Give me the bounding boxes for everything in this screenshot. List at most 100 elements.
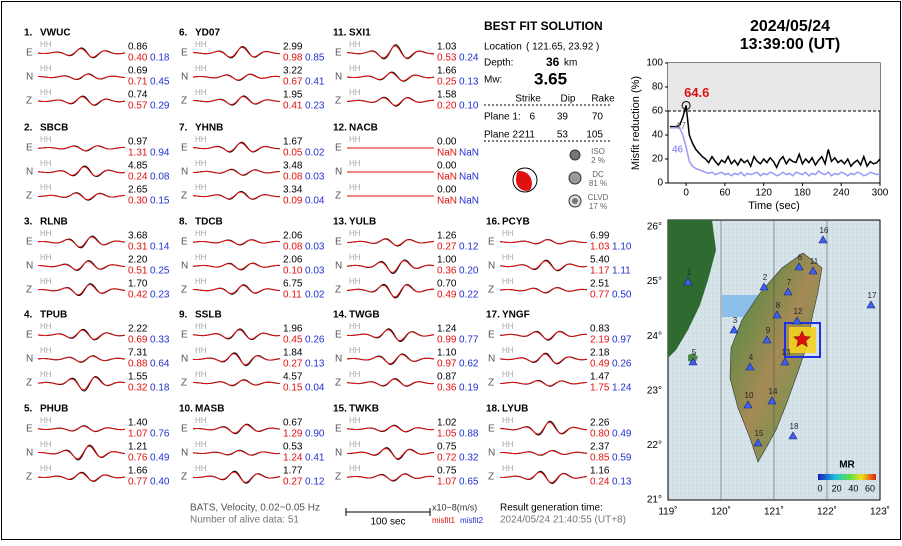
date: 2024/05/24 bbox=[750, 18, 830, 35]
component: E bbox=[26, 424, 33, 435]
instrument: HH bbox=[40, 159, 52, 168]
station-label: 4 bbox=[749, 353, 754, 362]
component: E bbox=[26, 330, 33, 341]
misfit1: 1.17 bbox=[590, 266, 610, 277]
misfit2: 0.04 bbox=[305, 196, 325, 207]
station-label: 1 bbox=[687, 268, 692, 277]
component: Z bbox=[181, 191, 187, 202]
synthetic-trace bbox=[347, 447, 435, 460]
synthetic-trace bbox=[499, 331, 588, 341]
station-index: 16. bbox=[486, 217, 500, 228]
instrument: HH bbox=[195, 253, 207, 262]
misfit1: 0.98 bbox=[283, 53, 303, 64]
synthetic-trace bbox=[37, 472, 126, 482]
amplitude: 2.20 bbox=[128, 255, 148, 266]
component: N bbox=[335, 261, 342, 272]
misfit1: 0.20 bbox=[437, 101, 457, 112]
misfit1: 0.15 bbox=[283, 383, 303, 394]
instrument: HH bbox=[195, 229, 207, 238]
misfit2: 0.08 bbox=[150, 172, 170, 183]
misfit1: 0.72 bbox=[437, 453, 457, 464]
depth: 36 bbox=[546, 55, 560, 69]
location: ( 121.65, 23.92 ) bbox=[526, 42, 599, 53]
instrument: HH bbox=[349, 88, 361, 97]
component: E bbox=[335, 143, 342, 154]
amplitude: 1.96 bbox=[283, 324, 303, 335]
station-marker bbox=[762, 335, 772, 344]
table-header: Dip bbox=[560, 94, 575, 105]
mt-percent: 17 % bbox=[589, 202, 607, 211]
mt-component: DC bbox=[592, 170, 604, 179]
instrument: HH bbox=[195, 40, 207, 49]
instrument: HH bbox=[195, 183, 207, 192]
misfit2: NaN bbox=[459, 196, 479, 207]
misfit2: 0.03 bbox=[305, 172, 325, 183]
amplitude: 1.55 bbox=[128, 372, 148, 383]
amplitude: 5.40 bbox=[590, 255, 610, 266]
station-label: 5 bbox=[692, 348, 697, 357]
plane-label: Plane 1: bbox=[484, 112, 521, 123]
mt-percent: 81 % bbox=[589, 179, 607, 188]
beachball bbox=[512, 167, 538, 193]
component: N bbox=[26, 354, 33, 365]
misfit2: 0.49 bbox=[150, 453, 170, 464]
misfit2: 0.23 bbox=[150, 290, 170, 301]
y-tick-label: 80 bbox=[652, 82, 664, 93]
plane-value: 211 bbox=[519, 130, 535, 141]
instrument: HH bbox=[40, 183, 52, 192]
amplitude: 0.00 bbox=[437, 137, 457, 148]
component: E bbox=[488, 237, 495, 248]
misfit1: 0.80 bbox=[590, 429, 610, 440]
plane-value: 53 bbox=[557, 130, 569, 141]
station-marker bbox=[753, 438, 763, 447]
synthetic-trace bbox=[192, 46, 280, 58]
instrument: HH bbox=[40, 64, 52, 73]
station-index: 4. bbox=[24, 310, 33, 321]
lat-tick: 22° bbox=[647, 440, 662, 451]
component: N bbox=[181, 167, 188, 178]
component: N bbox=[26, 261, 33, 272]
station-marker bbox=[808, 266, 818, 275]
synthetic-trace bbox=[38, 445, 126, 460]
instrument: HH bbox=[349, 253, 361, 262]
station-name: RLNB bbox=[40, 217, 68, 228]
amplitude: 1.40 bbox=[128, 418, 148, 429]
misfit1: 0.76 bbox=[128, 453, 148, 464]
station-name: SBCB bbox=[40, 123, 68, 134]
synthetic-trace bbox=[346, 284, 435, 298]
misfit2: 0.02 bbox=[305, 148, 325, 159]
synthetic-trace bbox=[38, 73, 125, 80]
station-label: 2 bbox=[763, 273, 768, 282]
instrument: HH bbox=[40, 88, 52, 97]
misfit2: NaN bbox=[459, 148, 479, 159]
station-name: YNGF bbox=[502, 310, 530, 321]
amplitude: 1.77 bbox=[283, 466, 303, 477]
misfit1: 0.30 bbox=[128, 196, 148, 207]
component: N bbox=[181, 72, 188, 83]
component: E bbox=[181, 143, 188, 154]
synthetic-trace bbox=[499, 421, 587, 435]
misfit1: 0.49 bbox=[590, 359, 610, 370]
station-name: LYUB bbox=[502, 404, 528, 415]
amplitude: 1.66 bbox=[437, 66, 457, 77]
lon-tick: 119˚ bbox=[658, 506, 677, 518]
misfit1: 0.41 bbox=[283, 101, 303, 112]
component: N bbox=[26, 167, 33, 178]
instrument: HH bbox=[40, 135, 52, 144]
amplitude: 2.65 bbox=[128, 185, 148, 196]
synthetic-trace bbox=[37, 376, 126, 391]
synthetic-trace bbox=[192, 424, 281, 434]
alive: Number of alive data: 51 bbox=[190, 515, 299, 526]
station-name: VWUC bbox=[40, 28, 71, 39]
station-name: SSLB bbox=[195, 310, 222, 321]
station-marker bbox=[792, 316, 802, 325]
synthetic-trace bbox=[192, 262, 281, 270]
synthetic-trace bbox=[499, 287, 588, 294]
component: Z bbox=[335, 191, 341, 202]
lon-tick: 123˚ bbox=[870, 506, 890, 518]
clvd-icon-inner bbox=[572, 198, 578, 204]
synthetic-trace bbox=[192, 142, 280, 153]
misfit1: 0.88 bbox=[128, 359, 148, 370]
component: N bbox=[26, 448, 33, 459]
misfit1: 1.31 bbox=[128, 148, 148, 159]
